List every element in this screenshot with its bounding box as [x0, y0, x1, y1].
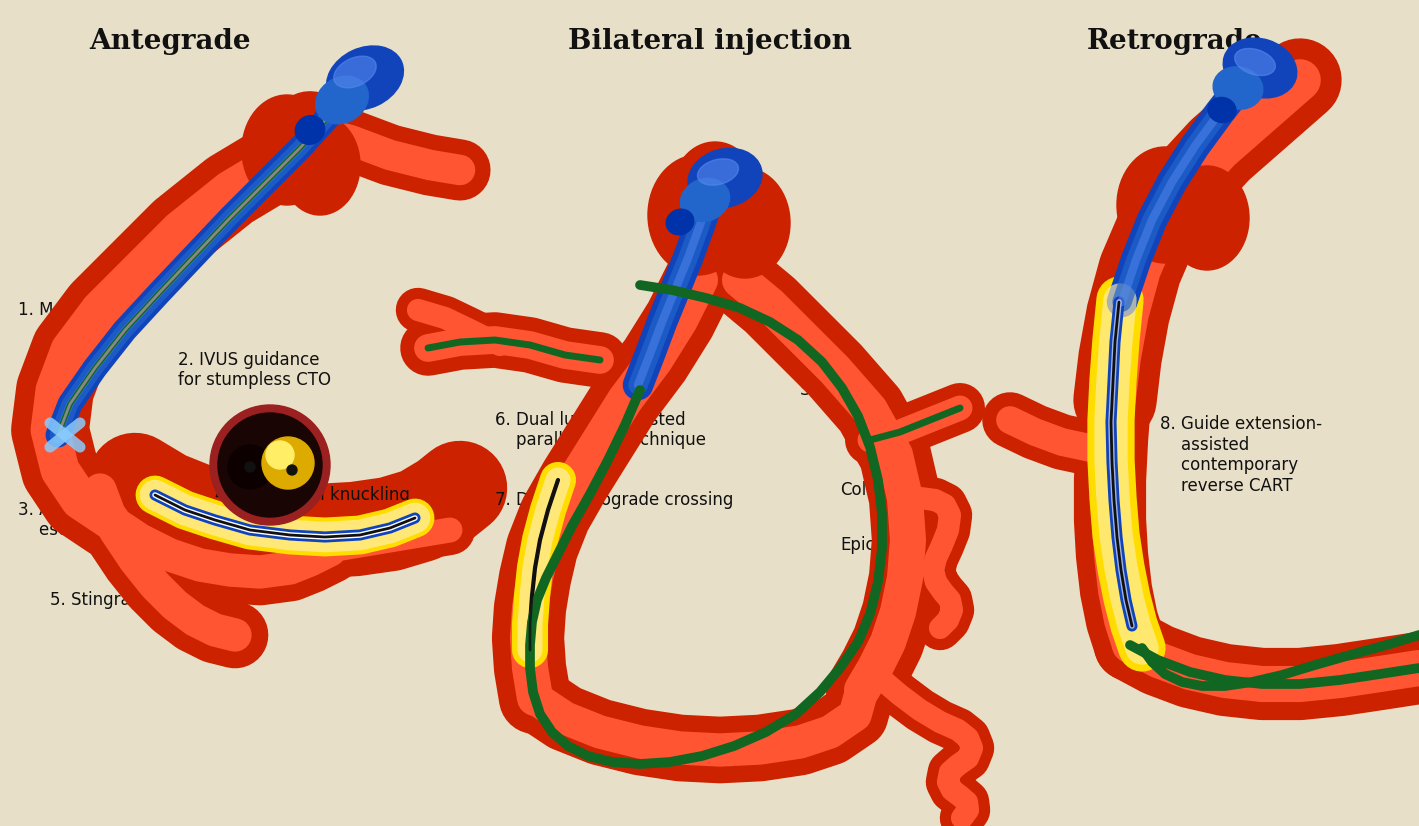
- Ellipse shape: [648, 155, 748, 275]
- Text: Septal: Septal: [800, 381, 853, 399]
- Text: Retrograde: Retrograde: [1087, 28, 1263, 55]
- Circle shape: [228, 445, 272, 489]
- Text: Bilateral injection: Bilateral injection: [568, 28, 851, 55]
- Text: 2. IVUS guidance
for stumpless CTO: 2. IVUS guidance for stumpless CTO: [177, 350, 331, 389]
- Ellipse shape: [673, 142, 756, 238]
- Text: 6. Dual lumen-assisted
    parallel wire technique: 6. Dual lumen-assisted parallel wire tec…: [495, 411, 707, 449]
- Text: 8. Guide extension-
    assisted
    contemporary
    reverse CART: 8. Guide extension- assisted contemporar…: [1159, 415, 1323, 496]
- Text: 1. Move the cap: 1. Move the cap: [18, 301, 152, 319]
- Ellipse shape: [295, 116, 325, 145]
- Ellipse shape: [698, 159, 738, 185]
- Text: 3. Antegrade wire
    escalation: 3. Antegrade wire escalation: [18, 501, 166, 539]
- Circle shape: [245, 462, 255, 472]
- Ellipse shape: [243, 95, 332, 205]
- Ellipse shape: [1213, 67, 1263, 109]
- Ellipse shape: [681, 178, 729, 221]
- Ellipse shape: [688, 149, 762, 207]
- Ellipse shape: [1208, 97, 1236, 122]
- Circle shape: [210, 405, 331, 525]
- Ellipse shape: [1165, 166, 1249, 270]
- Ellipse shape: [1117, 147, 1213, 263]
- Text: 4. Subintimal knuckling: 4. Subintimal knuckling: [216, 486, 410, 504]
- Ellipse shape: [700, 168, 790, 278]
- Ellipse shape: [1235, 49, 1276, 75]
- Ellipse shape: [270, 95, 341, 175]
- Ellipse shape: [326, 46, 403, 110]
- Ellipse shape: [315, 76, 369, 124]
- Circle shape: [219, 413, 322, 517]
- Ellipse shape: [667, 209, 694, 235]
- Circle shape: [287, 465, 297, 475]
- Ellipse shape: [333, 56, 376, 88]
- Circle shape: [265, 441, 294, 469]
- Text: Collaterals: Collaterals: [840, 481, 928, 499]
- Ellipse shape: [1223, 38, 1297, 98]
- Text: 7. Direct retrograde crossing: 7. Direct retrograde crossing: [495, 491, 734, 509]
- Ellipse shape: [280, 115, 360, 215]
- Text: Antegrade: Antegrade: [89, 28, 251, 55]
- Text: 5. Stingray-assisted ADR: 5. Stingray-assisted ADR: [50, 591, 255, 609]
- Circle shape: [263, 437, 314, 489]
- Text: Epicardial: Epicardial: [840, 536, 921, 554]
